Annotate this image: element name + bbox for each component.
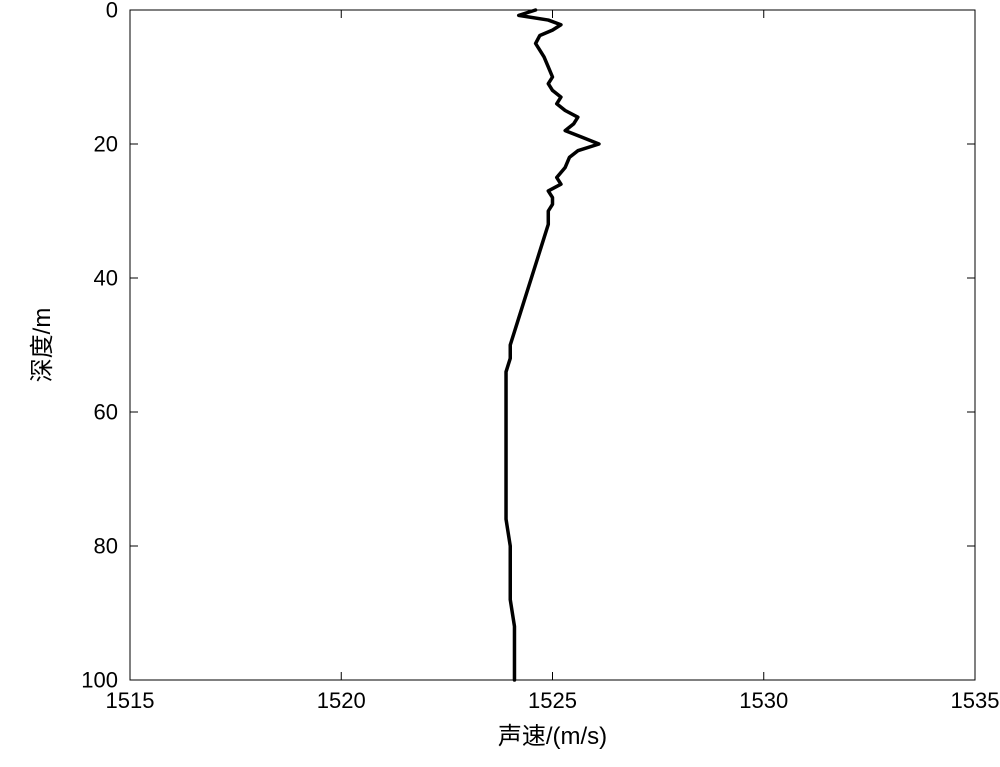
y-tick-label: 100 <box>81 667 118 692</box>
y-tick-label: 80 <box>94 533 118 558</box>
y-tick-label: 40 <box>94 265 118 290</box>
y-tick-label: 20 <box>94 131 118 156</box>
x-tick-label: 1520 <box>317 688 366 713</box>
x-tick-label: 1525 <box>528 688 577 713</box>
plot-border <box>130 10 975 680</box>
x-axis-label: 声速/(m/s) <box>498 723 607 750</box>
y-tick-label: 60 <box>94 399 118 424</box>
sound-speed-profile-line <box>506 10 599 680</box>
x-tick-label: 1530 <box>739 688 788 713</box>
x-tick-label: 1535 <box>951 688 1000 713</box>
sound-speed-profile-chart: 15151520152515301535020406080100声速/(m/s)… <box>0 0 1000 767</box>
y-tick-label: 0 <box>106 0 118 22</box>
y-axis-label: 深度/m <box>29 308 56 383</box>
chart-svg: 15151520152515301535020406080100声速/(m/s)… <box>0 0 1000 767</box>
